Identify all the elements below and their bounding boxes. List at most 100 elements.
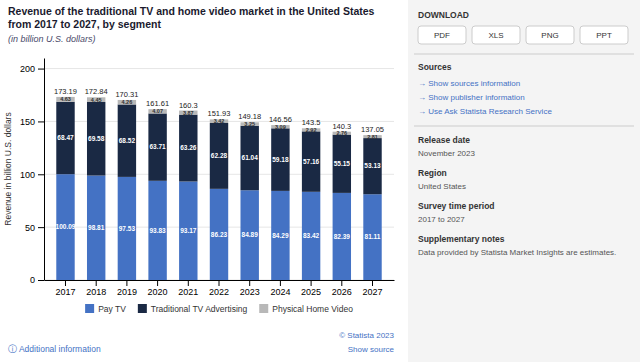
tick: 150: [20, 117, 44, 127]
data-label: 59.18: [272, 156, 289, 163]
grid: [44, 69, 394, 280]
total-label: 161.61: [146, 99, 169, 108]
data-label: 2.76: [336, 130, 347, 136]
legend-swatch: [259, 304, 268, 313]
tick: 50: [25, 223, 44, 233]
tick: 2020: [148, 280, 168, 297]
data-label: 57.16: [303, 158, 320, 165]
separator: [414, 54, 634, 55]
download-button: [418, 26, 466, 44]
data-label: 68.52: [119, 137, 136, 144]
data-label: 97.53: [119, 225, 136, 232]
data-label: 82.39: [334, 233, 351, 240]
source-link: → Use Ask Statista Research Service: [418, 107, 552, 116]
tick-mark: [341, 280, 342, 286]
bar: [56, 102, 74, 174]
tick-mark: [188, 280, 189, 286]
data-label: 55.15: [334, 160, 351, 167]
footer-note: Show source: [348, 345, 395, 354]
bar: [363, 194, 381, 280]
bar: [56, 97, 74, 102]
total-label: 170.31: [115, 90, 138, 99]
separator: [414, 126, 634, 127]
text-line: Data provided by Statista Market Insight…: [418, 248, 616, 257]
data-label: 4.07: [152, 108, 163, 114]
data-label: 84.89: [242, 231, 259, 238]
bar: [271, 191, 289, 280]
tick-mark: [157, 280, 158, 286]
tick-mark: [219, 280, 220, 286]
y-axis: 0 50 100 150 200: [20, 59, 45, 286]
data-label: 100.09: [56, 223, 76, 230]
tick-label: 150: [20, 117, 35, 127]
download-button: [580, 26, 628, 44]
download-button-label: PNG: [541, 31, 558, 40]
tick-label: 0: [30, 275, 35, 285]
y-axis-title: Revenue in billion U.S. dollars: [3, 112, 13, 225]
data-label: 81.11: [365, 233, 381, 240]
tick-label: 2020: [148, 287, 168, 297]
data-label: 86.23: [211, 231, 228, 238]
footer-note: © Statista 2023: [339, 331, 394, 340]
tick-label: 2019: [117, 287, 137, 297]
subtitle: (in billion U.S. dollars): [8, 34, 96, 44]
data-label: 93.17: [180, 227, 197, 234]
tick-mark: [126, 280, 127, 286]
bar: [87, 102, 105, 176]
tick-mark: [38, 121, 44, 122]
panel-heading: Sources: [418, 62, 452, 72]
bars: [56, 97, 381, 280]
data-label: 53.13: [364, 162, 381, 169]
tick: 2024: [270, 280, 290, 297]
bar: [333, 135, 351, 193]
tick-label: 2021: [178, 287, 198, 297]
data-label: 84.29: [272, 232, 289, 239]
tick: 2021: [178, 280, 198, 297]
tick-mark: [38, 174, 44, 175]
download-button-label: XLS: [488, 31, 503, 40]
tick-label: 200: [20, 64, 35, 74]
page: Revenue of the traditional TV and home v…: [0, 0, 640, 362]
tick: 2026: [332, 280, 352, 297]
panel-heading: DOWNLOAD: [418, 10, 469, 20]
legend-swatch: [85, 304, 94, 313]
total-label: 160.3: [179, 101, 198, 110]
bar: [333, 193, 351, 280]
bar: [271, 128, 289, 191]
tick-mark: [311, 280, 312, 286]
bar: [148, 113, 166, 180]
panel-heading: Region: [418, 168, 447, 178]
legend-item: Physical Home Video: [259, 304, 353, 314]
legend-item: Pay TV: [85, 304, 126, 314]
tick-label: 2022: [209, 287, 229, 297]
tick-label: 50: [25, 223, 35, 233]
bar: [240, 190, 258, 280]
panel-value: 2017 to 2027: [418, 215, 465, 224]
data-label: 4.26: [122, 99, 133, 105]
tick-label: 2025: [301, 287, 321, 297]
panel-heading: Release date: [418, 135, 470, 145]
tick-mark: [65, 280, 66, 286]
axis-line: [44, 59, 45, 281]
data-labels: 173.19172.84170.31161.61160.3151.93149.1…: [54, 87, 384, 240]
source-link: → Show sources information: [418, 79, 520, 88]
bar: [87, 176, 105, 280]
tick-mark: [38, 280, 44, 281]
grid-line: [44, 68, 394, 69]
bar: [148, 181, 166, 280]
panel-value: November 2023: [418, 149, 475, 158]
legend-label: Physical Home Video: [272, 304, 353, 314]
total-label: 173.19: [54, 87, 77, 96]
bar: [210, 189, 228, 280]
bar: [302, 192, 320, 280]
download-button-label: PDF: [434, 31, 450, 40]
tick-mark: [38, 69, 44, 70]
data-label: 98.81: [88, 224, 105, 231]
download-button-label: PPT: [596, 31, 612, 40]
tick-label: 2024: [270, 287, 290, 297]
tick: 2018: [86, 280, 106, 297]
data-label: 63.71: [149, 143, 166, 150]
download-button: [472, 26, 520, 44]
chart-svg: Revenue of the traditional TV and home v…: [0, 0, 640, 362]
tick-label: 100: [20, 170, 35, 180]
